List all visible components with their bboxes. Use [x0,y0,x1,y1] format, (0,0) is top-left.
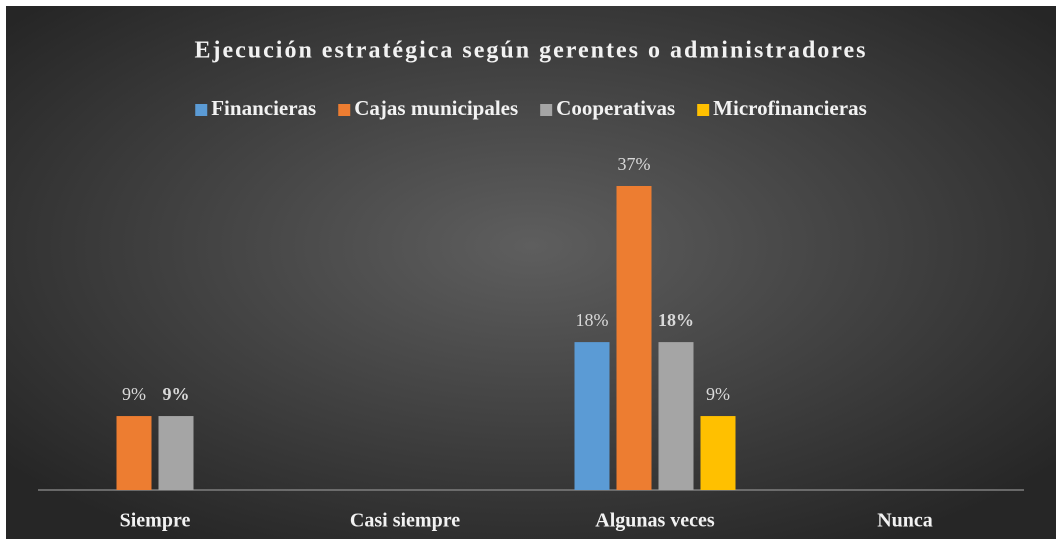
legend-label: Cooperativas [556,96,675,120]
x-tick-label: Casi siempre [350,510,460,532]
data-label: 9% [163,384,190,404]
x-tick-label: Nunca [877,510,933,532]
data-label: 18% [576,310,609,330]
bar [616,186,652,490]
bar [158,416,194,490]
data-label: 18% [658,310,694,330]
legend-swatch [697,104,710,116]
x-tick-label: Algunas veces [595,510,715,532]
data-label: 9% [122,384,146,404]
data-label: 9% [706,384,730,404]
legend-label: Financieras [211,96,316,120]
chart-title: Ejecución estratégica según gerentes o a… [194,38,867,64]
bar [658,342,694,490]
legend-swatch [540,104,553,116]
legend-swatch [195,104,208,116]
bar [574,342,610,490]
x-tick-label: Siempre [120,510,191,532]
legend-swatch [338,104,351,116]
bar [116,416,152,490]
data-label: 37% [618,154,651,174]
legend-label: Microfinancieras [713,96,867,120]
legend-label: Cajas municipales [354,96,518,120]
bar [700,416,736,490]
